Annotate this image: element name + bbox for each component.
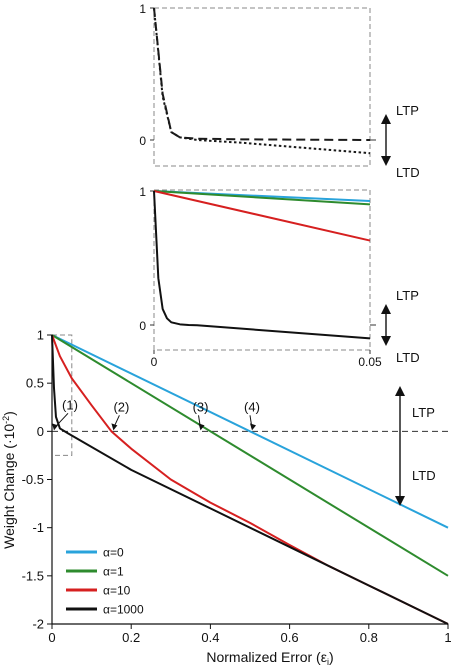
main-x-axis-label-sub: i	[327, 657, 329, 667]
main-x-axis-label: Normalized Error (εi)	[206, 649, 333, 667]
main-ytick-label: -0.5	[22, 472, 44, 487]
main-xtick-label: 0	[48, 630, 55, 645]
top-inset-ytick-0: 0	[139, 134, 146, 148]
top-inset-ltp-label: LTP	[396, 103, 419, 118]
middle-inset-series-1	[153, 190, 371, 206]
middle-inset-series-10	[153, 190, 371, 242]
middle-inset-series-1000	[153, 190, 371, 340]
middle-inset-arrow-up-head	[381, 304, 391, 314]
top-inset-series-dotted-1	[153, 7, 371, 155]
top-inset-frame	[153, 7, 371, 167]
main-ytick-label: -1	[32, 520, 44, 535]
callout-label-3: (3)	[193, 399, 209, 414]
callout-label-2: (2)	[113, 399, 129, 414]
legend-label: α=10	[103, 584, 131, 598]
main-series-0	[51, 334, 449, 529]
middle-inset-arrow-down-head	[381, 336, 391, 346]
main-ytick-label: 1	[37, 328, 44, 343]
main-series-1	[51, 334, 449, 577]
main-xtick-label: 0.6	[281, 630, 299, 645]
main-x-axis-label-main: Normalized Error (ε	[206, 649, 327, 665]
main-ytick-label: 0.5	[26, 376, 44, 391]
main-arrow-down-head	[395, 496, 405, 506]
top-inset-arrow-down-head	[381, 156, 391, 166]
main-ltd-label: LTD	[412, 468, 436, 483]
main-plot: (1) (2) (3) (4) 0 0.2 0.4 0.6 0.8 1 1 0.5 0 -0.5 -1 -1…	[1, 328, 452, 668]
main-ytick-label: -1.5	[22, 568, 44, 583]
top-inset-series-dashed-0	[153, 7, 371, 141]
callout-arrowhead-3	[198, 423, 205, 431]
main-x-axis-label-end: )	[329, 649, 334, 665]
main-ytick-label: -2	[32, 617, 44, 632]
callout-arrowhead-1	[52, 423, 58, 431]
callout-arrowhead-4	[250, 423, 256, 431]
middle-inset-ytick-0: 0	[139, 319, 146, 333]
legend-label: α=1000	[103, 603, 144, 617]
main-xtick-label: 0.2	[122, 630, 140, 645]
callout-label-1: (1)	[62, 397, 78, 412]
main-series-10	[51, 334, 449, 625]
main-xtick-label: 1	[444, 630, 451, 645]
callout-arrowhead-2	[111, 423, 118, 431]
main-arrow-up-head	[395, 386, 405, 396]
top-inset-ytick-1: 1	[139, 2, 146, 16]
main-ltp-label: LTP	[412, 405, 435, 420]
main-xtick-label: 0.8	[360, 630, 378, 645]
middle-inset-ytick-1: 1	[139, 185, 146, 199]
middle-inset-ltp-label: LTP	[396, 288, 419, 303]
callout-label-4: (4)	[244, 399, 260, 414]
legend: α=0 α=1 α=10 α=1000	[66, 546, 144, 617]
top-inset-arrow-up-head	[381, 114, 391, 124]
middle-inset-ltd-label: LTD	[396, 350, 420, 365]
main-series-1000	[51, 334, 449, 625]
main-ytick-label: 0	[37, 424, 44, 439]
legend-label: α=1	[103, 565, 124, 579]
main-xtick-label: 0.4	[201, 630, 219, 645]
main-y-axis-label-sup: -2	[1, 416, 11, 424]
middle-inset-xtick-0: 0	[151, 355, 158, 369]
main-y-axis-label-main: Weight Change (·10	[1, 424, 17, 549]
main-y-axis-label: Weight Change (·10-2)	[1, 411, 17, 549]
top-inset: 1 0 LTP LTD	[139, 2, 419, 180]
legend-label: α=0	[103, 546, 124, 560]
middle-inset: 1 0 0 0.05 LTP LTD	[139, 185, 419, 369]
top-inset-ltd-label: LTD	[396, 165, 420, 180]
middle-inset-xtick-end: 0.05	[358, 355, 382, 369]
middle-inset-frame	[153, 189, 371, 351]
main-y-axis-label-end: )	[1, 411, 17, 416]
